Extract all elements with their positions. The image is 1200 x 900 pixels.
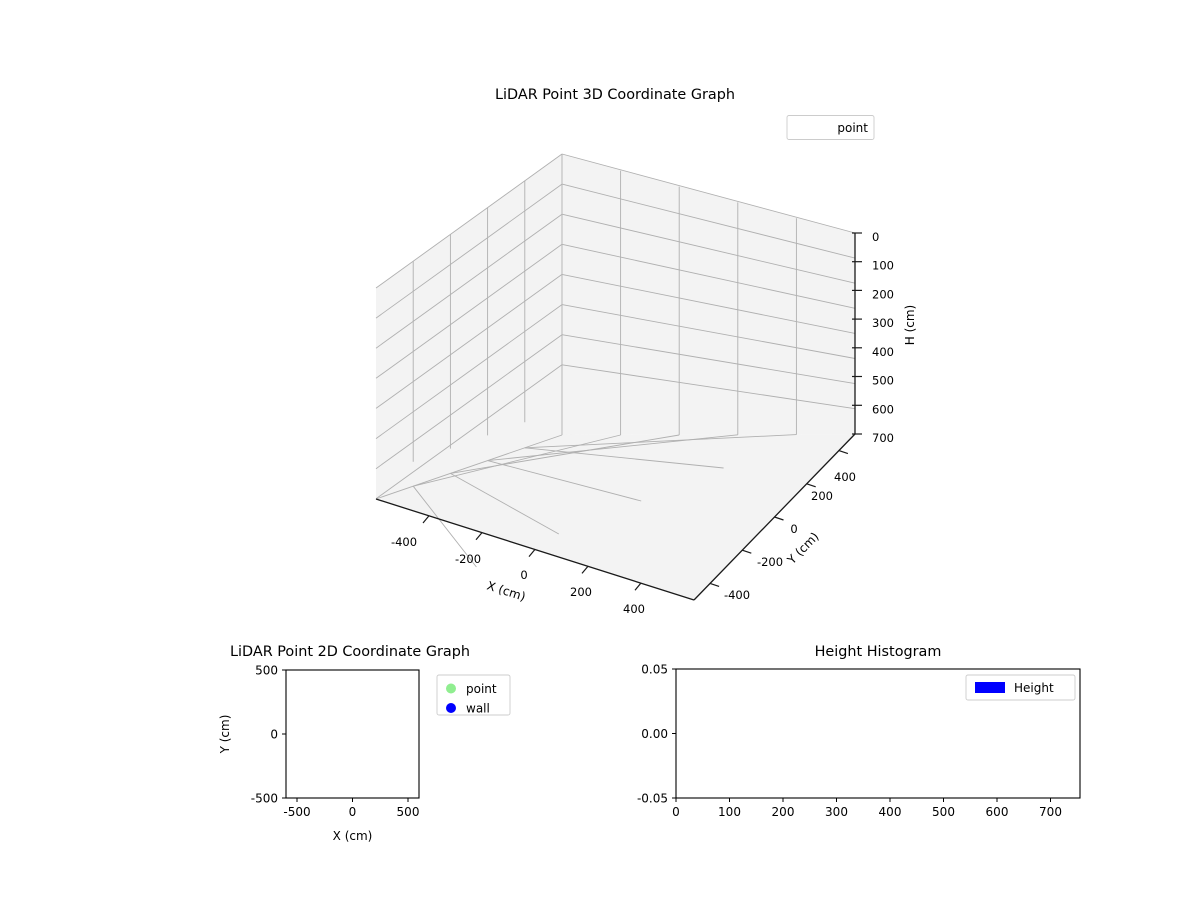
legend-2d-label-wall: wall	[466, 702, 490, 716]
y-tick-label: 0.00	[641, 727, 668, 741]
lidar-2d-axes[interactable]: LiDAR Point 2D Coordinate Graph 500 0 -5…	[0, 630, 600, 900]
y-tick-label: -500	[251, 792, 278, 806]
z-tick-label: 700	[872, 431, 894, 445]
page-title-3d: LiDAR Point 3D Coordinate Graph	[495, 87, 735, 103]
x-tick-label: 200	[570, 585, 592, 599]
z-tick-label: 400	[872, 345, 894, 359]
y-tick-label: 400	[834, 470, 856, 484]
legend-2d-box[interactable]	[436, 674, 511, 716]
y-tick-label: 0.05	[641, 663, 668, 677]
y-tick-labels-3d: -400 -200 0 200 400	[724, 470, 856, 602]
z-axis-label-3d: H (cm)	[903, 305, 917, 346]
y-ticks-2d	[282, 669, 286, 799]
z-ticks-3d	[852, 232, 862, 435]
x-tick-label: 0	[349, 805, 357, 819]
x-tick-label: 400	[623, 602, 645, 616]
x-ticks-hist	[675, 798, 1051, 802]
y-tick-label: -200	[757, 555, 783, 569]
x-tick-label: 0	[672, 805, 680, 819]
x-tick-label: 700	[1039, 805, 1062, 819]
legend-3d[interactable]: point	[786, 115, 875, 140]
legend-2d[interactable]: point wall	[436, 674, 511, 716]
legend-marker-point	[446, 683, 456, 694]
y-tick-label: 0	[270, 728, 278, 742]
x-ticks-2d	[296, 798, 409, 802]
y-tick-label: -400	[724, 588, 750, 602]
y-tick-label: 200	[811, 489, 833, 503]
z-tick-labels-3d: 0 100 200 300 400 500 600 700	[872, 230, 894, 445]
legend-hist-box[interactable]	[965, 674, 1076, 701]
y-tick-label: -0.05	[637, 792, 668, 806]
z-tick-label: 0	[872, 230, 879, 244]
legend-3d-label: point	[837, 121, 868, 135]
x-tick-label: 0	[520, 568, 527, 582]
page-title-hist: Height Histogram	[815, 644, 942, 660]
legend-2d-label-point: point	[466, 682, 497, 696]
legend-3d-box[interactable]	[786, 115, 875, 140]
pane-floor	[376, 434, 855, 600]
x-tick-label: 500	[397, 805, 420, 819]
legend-marker-wall	[446, 703, 456, 713]
page-title-2d: LiDAR Point 2D Coordinate Graph	[230, 644, 470, 660]
z-tick-label: 100	[872, 259, 894, 273]
x-ticks-3d	[422, 515, 642, 591]
y-tick-labels-2d: 500 0 -500	[251, 664, 278, 806]
x-tick-labels-3d: -400 -200 0 200 400	[391, 535, 645, 616]
x-tick-label: 500	[932, 805, 955, 819]
grid-lines-3d	[375, 153, 856, 568]
y-ticks-3d	[709, 450, 849, 587]
z-tick-label: 300	[872, 316, 894, 330]
z-tick-label: 600	[872, 402, 894, 416]
legend-hist-label: Height	[1014, 681, 1054, 695]
plot-area-2d[interactable]	[285, 669, 420, 799]
x-tick-label: 600	[986, 805, 1009, 819]
x-tick-label: 300	[825, 805, 848, 819]
height-histogram-axes[interactable]: Height Histogram 0.05 0.00 -0.05 0 100	[600, 630, 1200, 900]
z-tick-label: 500	[872, 374, 894, 388]
x-tick-label: -400	[391, 535, 417, 549]
legend-hist[interactable]: Height	[965, 674, 1076, 701]
x-axis-label-2d: X (cm)	[333, 829, 373, 843]
x-tick-labels-hist: 0 100 200 300 400 500 600 700	[672, 805, 1062, 819]
x-tick-label: 400	[879, 805, 902, 819]
y-tick-label: 0	[790, 522, 797, 536]
x-tick-labels-2d: -500 0 500	[283, 805, 419, 819]
legend-patch-height	[975, 682, 1005, 693]
y-ticks-hist	[672, 668, 676, 799]
x-tick-label: -500	[283, 805, 310, 819]
y-axis-label-2d: Y (cm)	[218, 715, 232, 755]
x-axis-label-3d: X (cm)	[485, 579, 527, 604]
y-tick-label: 500	[255, 664, 278, 678]
y-tick-labels-hist: 0.05 0.00 -0.05	[637, 663, 668, 806]
pane-back	[562, 154, 855, 435]
x-tick-label: -200	[455, 552, 481, 566]
pane-left	[376, 154, 562, 499]
x-tick-label: 100	[718, 805, 741, 819]
x-tick-label: 200	[772, 805, 795, 819]
z-tick-label: 200	[872, 287, 894, 301]
lidar-3d-axes[interactable]: -400 -200 0 200 400 X (cm) -400 -200 0 2…	[0, 0, 1200, 640]
